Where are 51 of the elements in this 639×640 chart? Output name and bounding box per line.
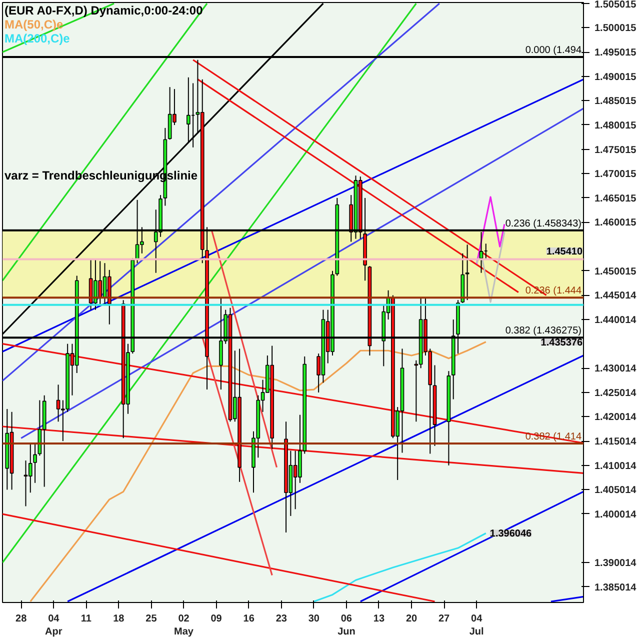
x-tick-label: 18 (113, 614, 125, 624)
ref-line-label: 0.000 (1.494 (525, 44, 582, 56)
line-series (476, 196, 506, 265)
x-tick-label: 30 (308, 614, 320, 624)
y-tick-label: 1.450015 (594, 266, 637, 278)
y-tick-label: 1.385014 (594, 582, 637, 594)
candlestick (28, 442, 32, 494)
x-tick-label: 06 Jun (338, 614, 356, 638)
y-tick-label: 1.425014 (594, 388, 637, 399)
line-series (313, 532, 487, 602)
ref-line-label: 0.382 (1.436275) (505, 326, 582, 337)
x-tick-label: 09 (210, 614, 222, 624)
line-series (476, 231, 506, 303)
candlestick (33, 442, 37, 484)
y-tick-label: 1.445014 (594, 290, 637, 302)
x-tick-label: 04 Apr (45, 614, 62, 638)
y-tick-label: 1.490015 (594, 72, 637, 83)
y-tick-label: 1.400014 (594, 509, 637, 520)
x-tick-label: 16 (243, 614, 255, 624)
annotation: 1.45410 (546, 246, 583, 258)
y-tick-label: 1.440014 (594, 314, 637, 326)
ref-line-label: 0.236 (1.458343) (505, 218, 582, 230)
x-tick-label: 04 Jul (469, 614, 484, 638)
y-tick-label: 1.480015 (594, 120, 637, 132)
x-tick-label: 20 (406, 614, 418, 624)
y-tick-label: 1.485015 (594, 96, 637, 108)
candlestick (186, 76, 190, 144)
x-tick-label: 13 (373, 614, 385, 624)
annotation: 1.396046 (490, 528, 532, 540)
y-tick-label: 1.470015 (594, 169, 637, 180)
x-tick-label: 28 (16, 614, 28, 624)
y-tick-label: 1.410014 (594, 460, 637, 472)
y-tick-label: 1.465015 (594, 193, 637, 204)
x-tick-label: 11 (80, 614, 92, 624)
y-tick-label: 1.405014 (594, 485, 637, 496)
y-tick-label: 1.495015 (594, 48, 637, 59)
y-tick-label: 1.390014 (594, 558, 637, 570)
line-series (30, 341, 487, 602)
y-tick-label: 1.420014 (594, 412, 637, 424)
x-tick-label: 25 (146, 614, 158, 624)
x-tick-label: 27 (438, 614, 450, 624)
y-tick-label: 1.500015 (594, 23, 637, 34)
text: MA(50,C)e (4, 18, 64, 32)
y-tick-label: 1.475015 (594, 144, 637, 156)
annotation: 1.435376 (540, 338, 583, 348)
x-tick-label: 23 (276, 614, 288, 624)
y-tick-label: 1.430014 (594, 364, 637, 375)
y-tick-label: 1.460015 (594, 218, 637, 229)
x-tick-label: 02 May (174, 614, 194, 638)
y-tick-label: 1.505015 (594, 0, 637, 10)
y-tick-label: 1.415014 (594, 436, 637, 448)
